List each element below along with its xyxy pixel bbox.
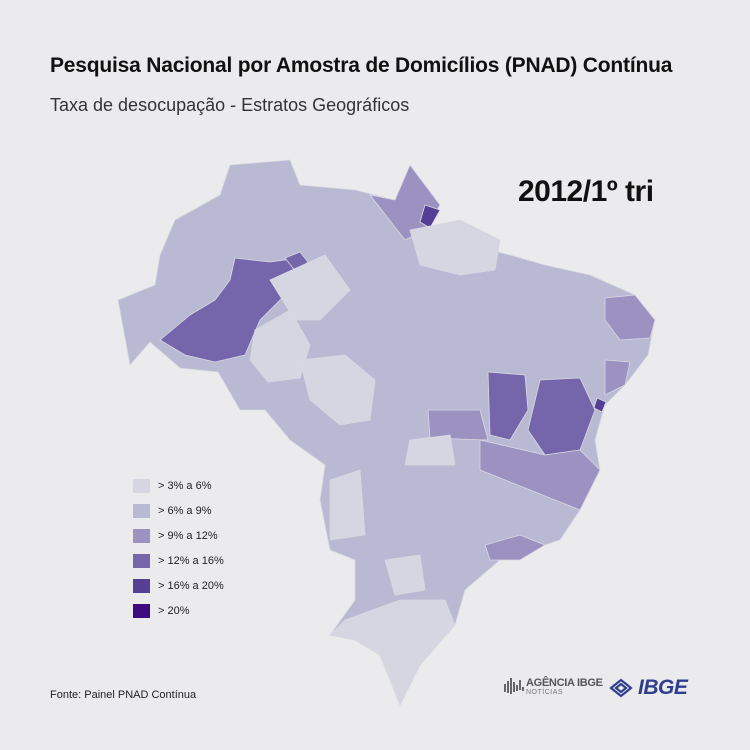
region-para-west: [269, 254, 351, 321]
region-maranhao: [409, 219, 501, 276]
agencia-logo-icon: [504, 678, 524, 694]
agencia-ibge-logo: AGÊNCIA IBGE NOTÍCIAS: [504, 678, 603, 696]
region-south: [329, 599, 456, 706]
legend-item: > 12% a 16%: [133, 548, 224, 573]
page-title: Pesquisa Nacional por Amostra de Domicíl…: [50, 54, 673, 77]
region-mato-grosso: [299, 354, 376, 426]
ibge-logo: IBGE: [608, 676, 688, 700]
legend-swatch: [133, 478, 150, 493]
region-sp-interior: [384, 554, 426, 596]
legend-item: > 9% a 12%: [133, 523, 224, 548]
legend-label: > 12% a 16%: [158, 554, 224, 567]
period-label: 2012/1º tri: [518, 175, 654, 208]
legend-item: > 20%: [133, 598, 224, 623]
ibge-logo-icon: [609, 678, 633, 698]
legend-swatch: [133, 553, 150, 568]
region-alagoas: [604, 359, 631, 396]
legend-swatch: [133, 528, 150, 543]
legend-label: > 16% a 20%: [158, 579, 224, 592]
map-legend: > 3% a 6% > 6% a 9% > 9% a 12% > 12% a 1…: [133, 473, 224, 623]
region-goias: [427, 409, 489, 441]
region-bahia-west: [487, 371, 529, 441]
region-minas-north: [479, 439, 601, 511]
agencia-text: AGÊNCIA IBGE NOTÍCIAS: [526, 677, 603, 697]
ibge-logo-text: IBGE: [638, 676, 688, 699]
agencia-sub-text: NOTÍCIAS: [526, 689, 564, 696]
agencia-main-text: AGÊNCIA IBGE: [526, 677, 603, 689]
legend-item: > 16% a 20%: [133, 573, 224, 598]
region-df: [404, 434, 456, 466]
legend-swatch: [133, 578, 150, 593]
legend-swatch: [133, 603, 150, 618]
legend-item: > 6% a 9%: [133, 498, 224, 523]
legend-label: > 3% a 6%: [158, 479, 212, 492]
legend-label: > 6% a 9%: [158, 504, 212, 517]
source-note: Fonte: Painel PNAD Contínua: [50, 689, 197, 701]
region-ms: [329, 469, 366, 541]
region-manaus: [284, 251, 309, 273]
region-pernambuco: [604, 294, 656, 341]
region-rio: [484, 534, 546, 561]
legend-label: > 20%: [158, 604, 190, 617]
page-subtitle: Taxa de desocupação - Estratos Geográfic…: [50, 95, 410, 115]
legend-item: > 3% a 6%: [133, 473, 224, 498]
legend-swatch: [133, 503, 150, 518]
region-salvador: [593, 397, 607, 413]
legend-label: > 9% a 12%: [158, 529, 218, 542]
